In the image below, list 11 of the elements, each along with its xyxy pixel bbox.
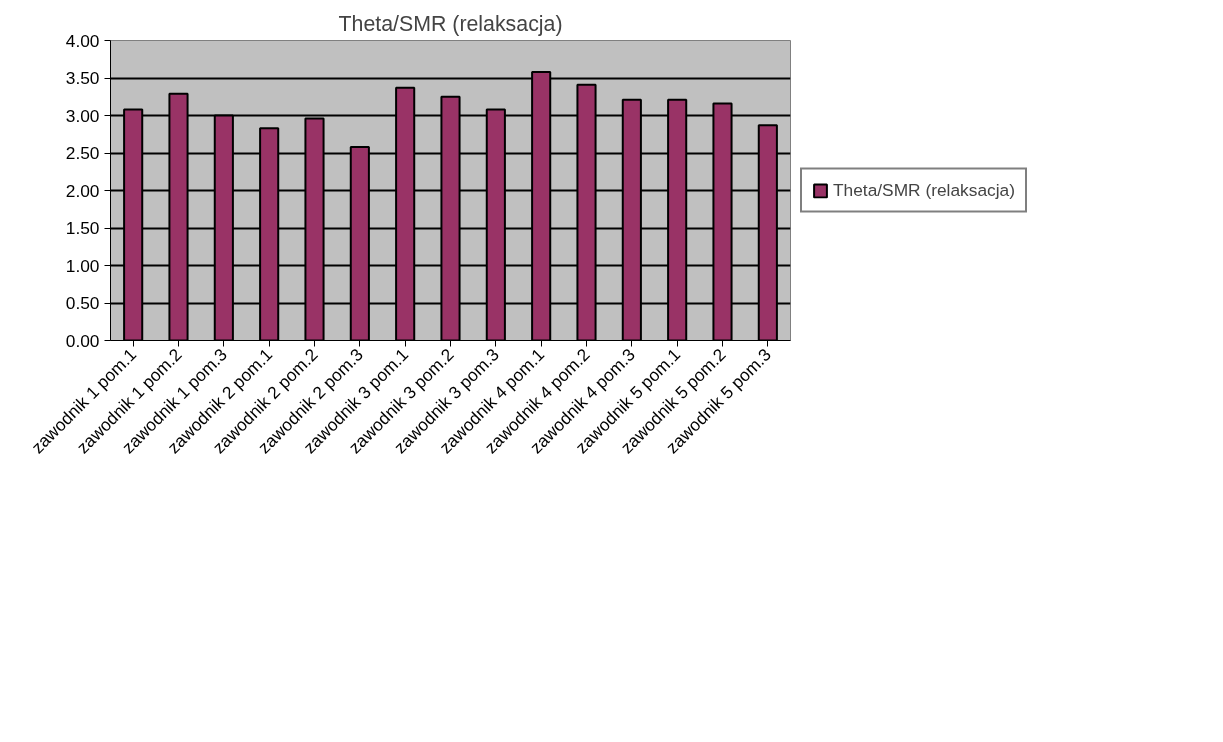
legend-label: Theta/SMR (relaksacja)	[833, 179, 1015, 201]
y-tick-label: 3.00	[65, 105, 100, 126]
y-tick-label: 0.00	[65, 330, 100, 351]
y-tick-label: 1.50	[65, 218, 100, 238]
y-tick-label: 0.50	[65, 293, 100, 313]
y-tick-label: 1.00	[65, 255, 100, 276]
y-tick-label: 2.00	[65, 180, 100, 201]
y-tick-label: 4.00	[65, 30, 100, 51]
chart-title: Theta/SMR (relaksacja)	[338, 11, 563, 36]
y-tick-label: 3.50	[65, 68, 100, 88]
y-tick-label: 2.50	[65, 143, 100, 163]
